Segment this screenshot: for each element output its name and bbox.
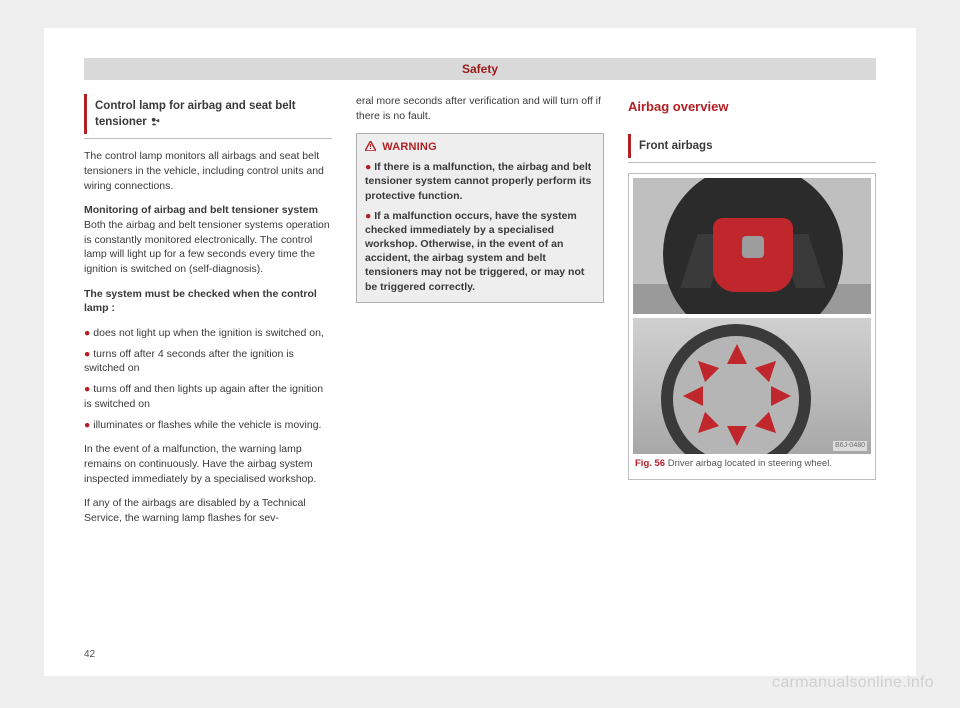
warning-box: WARNING ● If there is a malfunction, the… <box>356 133 604 302</box>
bullet-dot-icon: ● <box>84 327 90 339</box>
col1-heading: Control lamp for airbag and seat belt te… <box>84 94 332 134</box>
deploy-arrow-icon <box>727 344 747 364</box>
bullet-text: turns off and then lights up again after… <box>84 383 323 410</box>
col2-continuation: eral more seconds after verification and… <box>356 94 604 123</box>
watermark-text: carmanualsonline.info <box>772 674 934 692</box>
warning-triangle-icon <box>365 141 376 156</box>
airbag-person-icon <box>150 117 161 126</box>
list-item: ● illuminates or flashes while the vehic… <box>84 418 332 433</box>
content-columns: Control lamp for airbag and seat belt te… <box>44 80 916 536</box>
page-header-title: Safety <box>462 62 498 76</box>
col1-sub1: Monitoring of airbag and belt tensioner … <box>84 203 332 276</box>
figure-caption-text: Driver airbag located in steering wheel. <box>668 458 832 469</box>
heading-rule <box>84 138 332 139</box>
warning-item: ● If there is a malfunction, the airbag … <box>365 160 595 203</box>
figure-image-1 <box>633 178 871 314</box>
deploy-arrow-icon <box>727 426 747 446</box>
bullet-text: illuminates or flashes while the vehicle… <box>93 419 321 431</box>
col1-heading-text: Control lamp for airbag and seat belt te… <box>95 100 296 128</box>
figure-number: Fig. 56 <box>635 458 665 469</box>
warning-label: WARNING <box>382 141 437 153</box>
bullet-text: turns off after 4 seconds after the igni… <box>84 348 294 375</box>
manual-page: Safety Control lamp for airbag and seat … <box>44 28 916 676</box>
seat-logo-icon <box>742 236 764 258</box>
spacer <box>628 124 876 134</box>
col1-para1: The control lamp monitors all airbags an… <box>84 149 332 193</box>
col1-para3: If any of the airbags are disabled by a … <box>84 496 332 525</box>
col1-sub2-title: The system must be checked when the cont… <box>84 287 332 316</box>
col1-bullets: ● does not light up when the ignition is… <box>84 326 332 432</box>
figure-image-2: B6J-0480 <box>633 318 871 454</box>
col1-sub1-title: Monitoring of airbag and belt tensioner … <box>84 203 332 218</box>
page-header: Safety <box>84 58 876 80</box>
column-1: Control lamp for airbag and seat belt te… <box>84 94 332 536</box>
bullet-dot-icon: ● <box>365 210 371 222</box>
warning-item-text: If there is a malfunction, the airbag an… <box>365 161 591 201</box>
col1-para2: In the event of a malfunction, the warni… <box>84 442 332 486</box>
warning-item-text: If a malfunction occurs, have the system… <box>365 210 584 293</box>
figure-box: B6J-0480 Fig. 56 Driver airbag located i… <box>628 173 876 479</box>
bullet-text: does not light up when the ignition is s… <box>93 327 324 339</box>
warning-heading: WARNING <box>365 140 595 156</box>
bullet-dot-icon: ● <box>84 419 90 431</box>
col1-sub1-body: Both the airbag and belt tensioner syste… <box>84 218 332 277</box>
deploy-arrow-icon <box>683 386 703 406</box>
page-number: 42 <box>84 649 95 660</box>
list-item: ● turns off after 4 seconds after the ig… <box>84 347 332 376</box>
figure-caption: Fig. 56 Driver airbag located in steerin… <box>633 454 871 474</box>
figure-ref-tag: B6J-0480 <box>833 441 867 451</box>
warning-item: ● If a malfunction occurs, have the syst… <box>365 209 595 294</box>
list-item: ● does not light up when the ignition is… <box>84 326 332 341</box>
column-3: Airbag overview Front airbags <box>628 94 876 536</box>
column-2: eral more seconds after verification and… <box>356 94 604 536</box>
col3-subheading: Front airbags <box>628 134 876 158</box>
bullet-dot-icon: ● <box>365 161 371 173</box>
col3-section-title: Airbag overview <box>628 94 876 120</box>
bullet-dot-icon: ● <box>84 383 90 395</box>
list-item: ● turns off and then lights up again aft… <box>84 382 332 411</box>
deploy-arrow-icon <box>771 386 791 406</box>
bullet-dot-icon: ● <box>84 348 90 360</box>
heading-rule <box>628 162 876 163</box>
